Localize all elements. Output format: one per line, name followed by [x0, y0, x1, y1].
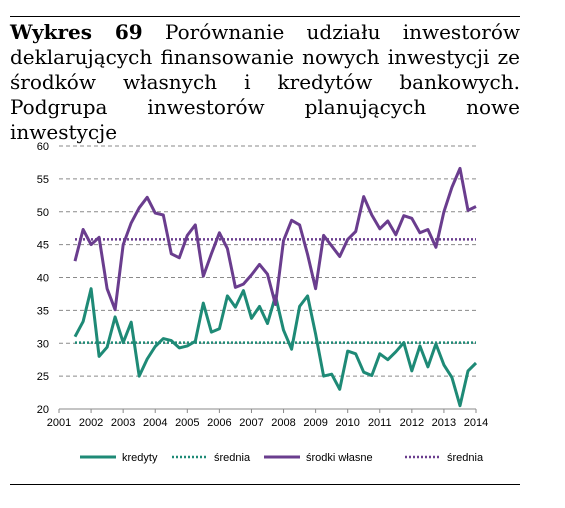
y-axis-ticks: 20 25 30 35 40 45 50 55 60: [37, 141, 49, 416]
figure-caption: Wykres 69 Porównanie udziału inwestorów …: [10, 20, 520, 145]
grid-lines: [59, 145, 476, 410]
y-tick-label: 55: [37, 174, 49, 186]
series-line-2: [73, 166, 477, 312]
y-tick-label: 30: [37, 338, 49, 350]
y-tick-label: 25: [37, 371, 49, 383]
x-tick-label: 2006: [207, 417, 231, 429]
figure-label: Wykres 69: [10, 20, 143, 44]
x-axis-ticks: 2001 2002 2003 2004 2005 2006 2007 2008 2009 2010…: [47, 409, 488, 429]
x-tick-label: 2009: [303, 417, 327, 429]
legend-label: średnia: [447, 452, 484, 464]
x-tick-label: 2007: [239, 417, 263, 429]
figure-caption-text: Porównanie udziału inwestorów deklarując…: [10, 20, 520, 144]
x-tick-label: 2014: [464, 417, 488, 429]
x-tick-label: 2002: [79, 417, 103, 429]
legend-label: środki własne: [306, 452, 373, 464]
x-tick-label: 2008: [271, 417, 295, 429]
x-tick-label: 2010: [335, 417, 359, 429]
legend: kredyty średnia środki własne średnia: [80, 452, 484, 464]
y-tick-label: 40: [37, 273, 49, 285]
y-tick-label: 35: [37, 305, 49, 317]
y-tick-label: 50: [37, 207, 49, 219]
x-tick-label: 2001: [47, 417, 71, 429]
x-tick-label: 2004: [143, 417, 167, 429]
x-tick-label: 2011: [368, 417, 392, 429]
series-group: [73, 166, 478, 408]
x-tick-label: 2012: [400, 417, 424, 429]
legend-label: kredyty: [122, 452, 158, 464]
x-tick-label: 2005: [175, 417, 199, 429]
x-tick-label: 2013: [432, 417, 456, 429]
y-tick-label: 60: [37, 141, 49, 153]
y-tick-label: 45: [37, 240, 49, 252]
top-rule: [10, 16, 520, 17]
bottom-rule: [10, 484, 520, 485]
y-tick-label: 20: [37, 404, 49, 416]
legend-label: średnia: [214, 452, 251, 464]
series-line-0: [73, 287, 478, 408]
x-tick-label: 2003: [111, 417, 135, 429]
